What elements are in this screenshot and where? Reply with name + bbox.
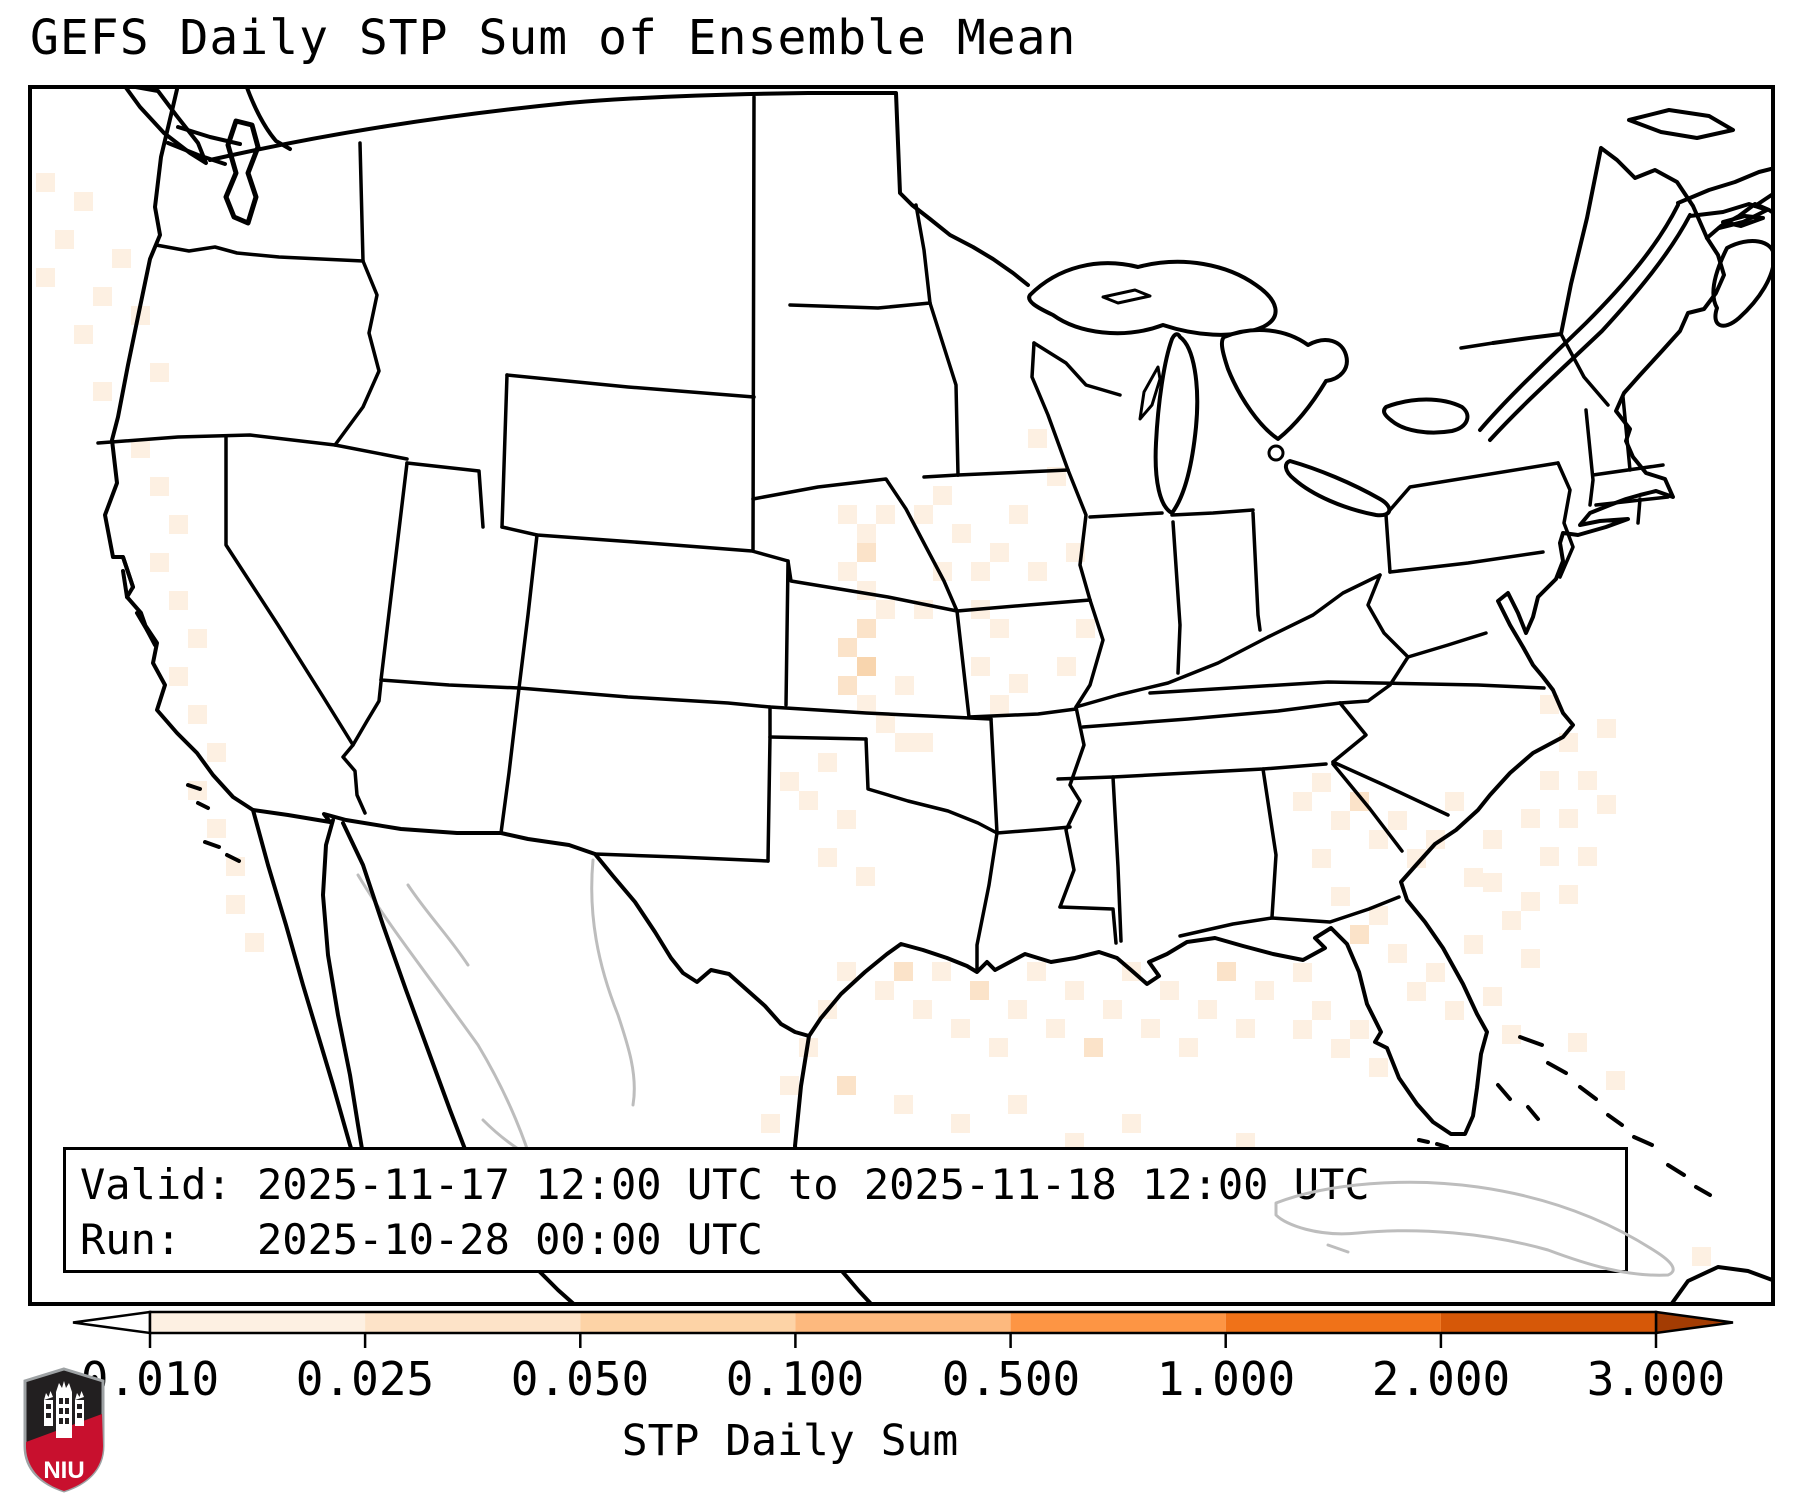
colorbar-seg-2 [365,1312,581,1333]
run-time-text: Run: 2025-10-28 00:00 UTC [80,1215,763,1264]
plot-title: GEFS Daily STP Sum of Ensemble Mean [30,10,1077,66]
coastlines [103,85,1775,1306]
map-border [28,85,1775,1306]
colorbar [72,1310,1734,1348]
logo-castle-icon [44,1381,84,1438]
tick-label-0050: 0.050 [510,1352,650,1406]
us-map-canvas [28,85,1775,1306]
colorbar-seg-4 [795,1312,1011,1333]
colorbar-seg-6 [1225,1312,1441,1333]
tick-label-1000: 1.000 [1156,1352,1296,1406]
colorbar-ticks [148,1333,1658,1348]
tick-label-3000: 3.000 [1586,1352,1726,1406]
map-area: Valid: 2025-11-17 12:00 UTC to 2025-11-1… [28,85,1775,1306]
tick-label-0025: 0.025 [295,1352,435,1406]
colorbar-seg-1 [150,1312,366,1333]
colorbar-seg-5 [1010,1312,1226,1333]
colorbar-seg-7 [1440,1312,1656,1333]
state-boundaries [96,95,1670,971]
great-lakes [1027,259,1470,518]
tick-label-2000: 2.000 [1371,1352,1511,1406]
colorbar-seg-3 [580,1312,796,1333]
tick-label-0100: 0.100 [725,1352,865,1406]
tick-label-0500: 0.500 [941,1352,1081,1406]
colorbar-under-arrow [72,1310,152,1335]
colorbar-over-arrow [1654,1310,1734,1335]
colorbar-outline [148,1310,1658,1335]
stp-data-cells [36,173,1711,1266]
niu-logo: NIU [23,1367,105,1493]
valid-time-text: Valid: 2025-11-17 12:00 UTC to 2025-11-1… [80,1160,1370,1209]
logo-niu-text: NIU [43,1457,84,1484]
info-box: Valid: 2025-11-17 12:00 UTC to 2025-11-1… [63,1147,1628,1273]
logo-red-band [26,1414,103,1491]
colorbar-axis-label: STP Daily Sum [621,1416,959,1466]
